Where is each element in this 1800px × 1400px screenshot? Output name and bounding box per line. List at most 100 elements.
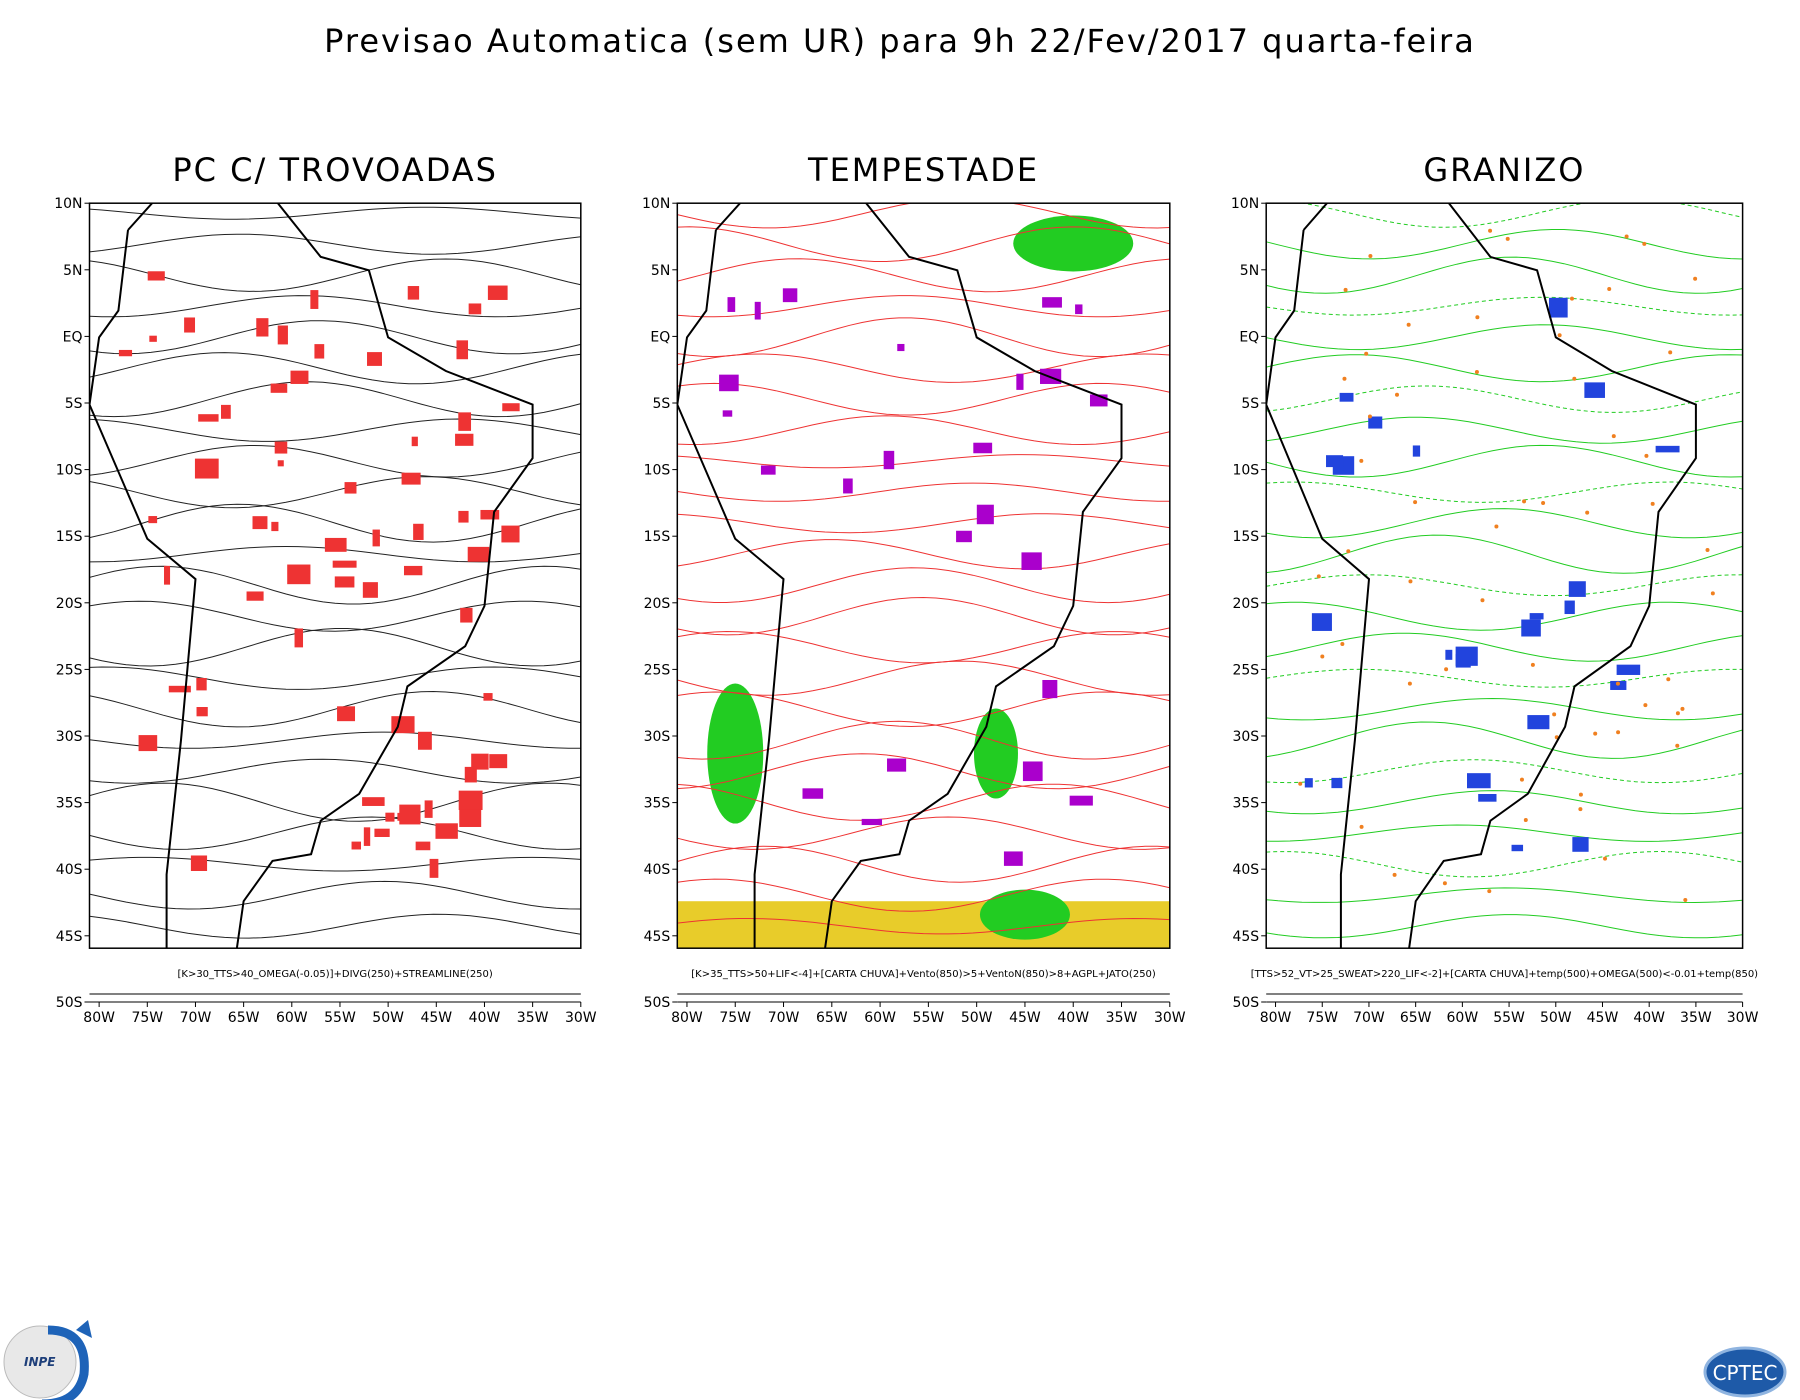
lat-label: 30S xyxy=(644,729,671,745)
field-line xyxy=(677,513,1170,534)
signal-spot xyxy=(460,607,473,623)
orange-dot xyxy=(1488,228,1493,233)
orange-dot xyxy=(1693,276,1698,281)
orange-dot xyxy=(1666,677,1671,682)
field-line xyxy=(89,628,581,667)
lat-label: EQ xyxy=(1239,329,1259,345)
signal-spot xyxy=(973,442,993,454)
signal-spot xyxy=(1655,445,1680,453)
signal-spot xyxy=(843,478,853,494)
lat-label: EQ xyxy=(63,329,83,345)
signal-spot xyxy=(190,855,208,871)
lon-label: 80W xyxy=(1260,1010,1292,1026)
signal-spot xyxy=(290,370,309,384)
lon-label: 40W xyxy=(469,1010,501,1026)
field-line xyxy=(1266,324,1743,351)
field-line xyxy=(1266,444,1743,478)
field-line xyxy=(1266,601,1743,631)
field-line xyxy=(89,258,581,292)
orange-dot xyxy=(1675,743,1680,748)
field-line xyxy=(677,295,1170,318)
lat-label: 5S xyxy=(65,396,83,412)
signal-spot xyxy=(372,529,380,547)
orange-dot xyxy=(1611,434,1616,439)
lon-label: 75W xyxy=(1306,1010,1338,1026)
lon-label: 55W xyxy=(1493,1010,1525,1026)
signal-spot xyxy=(344,482,357,494)
signal-spot xyxy=(1042,297,1062,308)
signal-spot xyxy=(976,504,994,525)
coastline xyxy=(89,203,534,949)
lon-label: 65W xyxy=(228,1010,260,1026)
orange-dot xyxy=(1607,287,1612,292)
field-line xyxy=(89,381,581,418)
field-line xyxy=(677,720,1170,760)
lat-label: 15S xyxy=(56,529,83,545)
signal-spot xyxy=(274,441,288,454)
field-line xyxy=(1266,229,1743,260)
orange-dot xyxy=(1603,856,1608,861)
signal-spot xyxy=(362,582,378,598)
inpe-logo: INPE xyxy=(3,1320,92,1400)
lon-label: 35W xyxy=(1680,1010,1712,1026)
signal-spot xyxy=(1467,773,1491,789)
lat-label: 45S xyxy=(644,929,671,945)
orange-dot xyxy=(1392,872,1397,877)
signal-spot xyxy=(1412,445,1421,457)
signal-spot xyxy=(802,788,824,799)
orange-dot xyxy=(1364,351,1369,356)
signal-spot xyxy=(456,340,469,360)
signal-spot xyxy=(147,271,165,281)
lat-label: 5S xyxy=(653,396,671,412)
lat-label: 40S xyxy=(1232,862,1259,878)
signal-spot xyxy=(435,823,458,839)
field-line xyxy=(1266,668,1743,688)
signal-spot xyxy=(455,433,474,446)
green-area xyxy=(979,889,1070,940)
field-line xyxy=(677,753,1170,790)
cptec-text: CPTEC xyxy=(1713,1361,1778,1385)
orange-dot xyxy=(1505,236,1510,241)
lon-label: 50W xyxy=(961,1010,993,1026)
orange-dot xyxy=(1343,287,1348,292)
field-line xyxy=(89,503,581,543)
lon-label: 40W xyxy=(1057,1010,1089,1026)
signal-spot xyxy=(415,841,431,851)
lat-label: 5N xyxy=(63,263,82,279)
signal-spot xyxy=(351,841,361,850)
orange-dot xyxy=(1359,824,1364,829)
lon-label: 75W xyxy=(719,1010,751,1026)
signal-spot xyxy=(246,591,264,601)
signal-spot xyxy=(1564,600,1575,615)
orange-dot xyxy=(1644,453,1649,458)
field-line xyxy=(1266,824,1743,842)
field-line xyxy=(677,258,1170,293)
lon-label: 30W xyxy=(1154,1010,1186,1026)
lat-label: 50S xyxy=(1232,995,1259,1011)
field-line xyxy=(1266,697,1743,721)
orange-dot xyxy=(1298,781,1303,786)
signal-spot xyxy=(458,790,483,810)
lon-label: 70W xyxy=(180,1010,212,1026)
signal-spot xyxy=(1568,581,1586,597)
signal-spot xyxy=(1529,613,1544,620)
field-line xyxy=(677,691,1170,728)
field-line xyxy=(89,731,581,749)
lat-label: 20S xyxy=(56,596,83,612)
signal-spot xyxy=(221,404,231,419)
orange-dot xyxy=(1480,598,1485,603)
signal-spot xyxy=(148,516,158,524)
orange-dot xyxy=(1523,817,1528,822)
lon-label: 55W xyxy=(324,1010,356,1026)
signal-spot xyxy=(374,828,390,837)
orange-dot xyxy=(1585,510,1590,515)
field-line xyxy=(677,596,1170,636)
lon-label: 55W xyxy=(913,1010,945,1026)
signal-spot xyxy=(314,344,325,359)
signal-spot xyxy=(464,766,477,783)
signal-spot xyxy=(1331,777,1343,789)
field-line xyxy=(677,226,1170,262)
field-line xyxy=(677,317,1170,358)
lat-label: 35S xyxy=(56,796,83,812)
signal-spot xyxy=(196,707,208,717)
